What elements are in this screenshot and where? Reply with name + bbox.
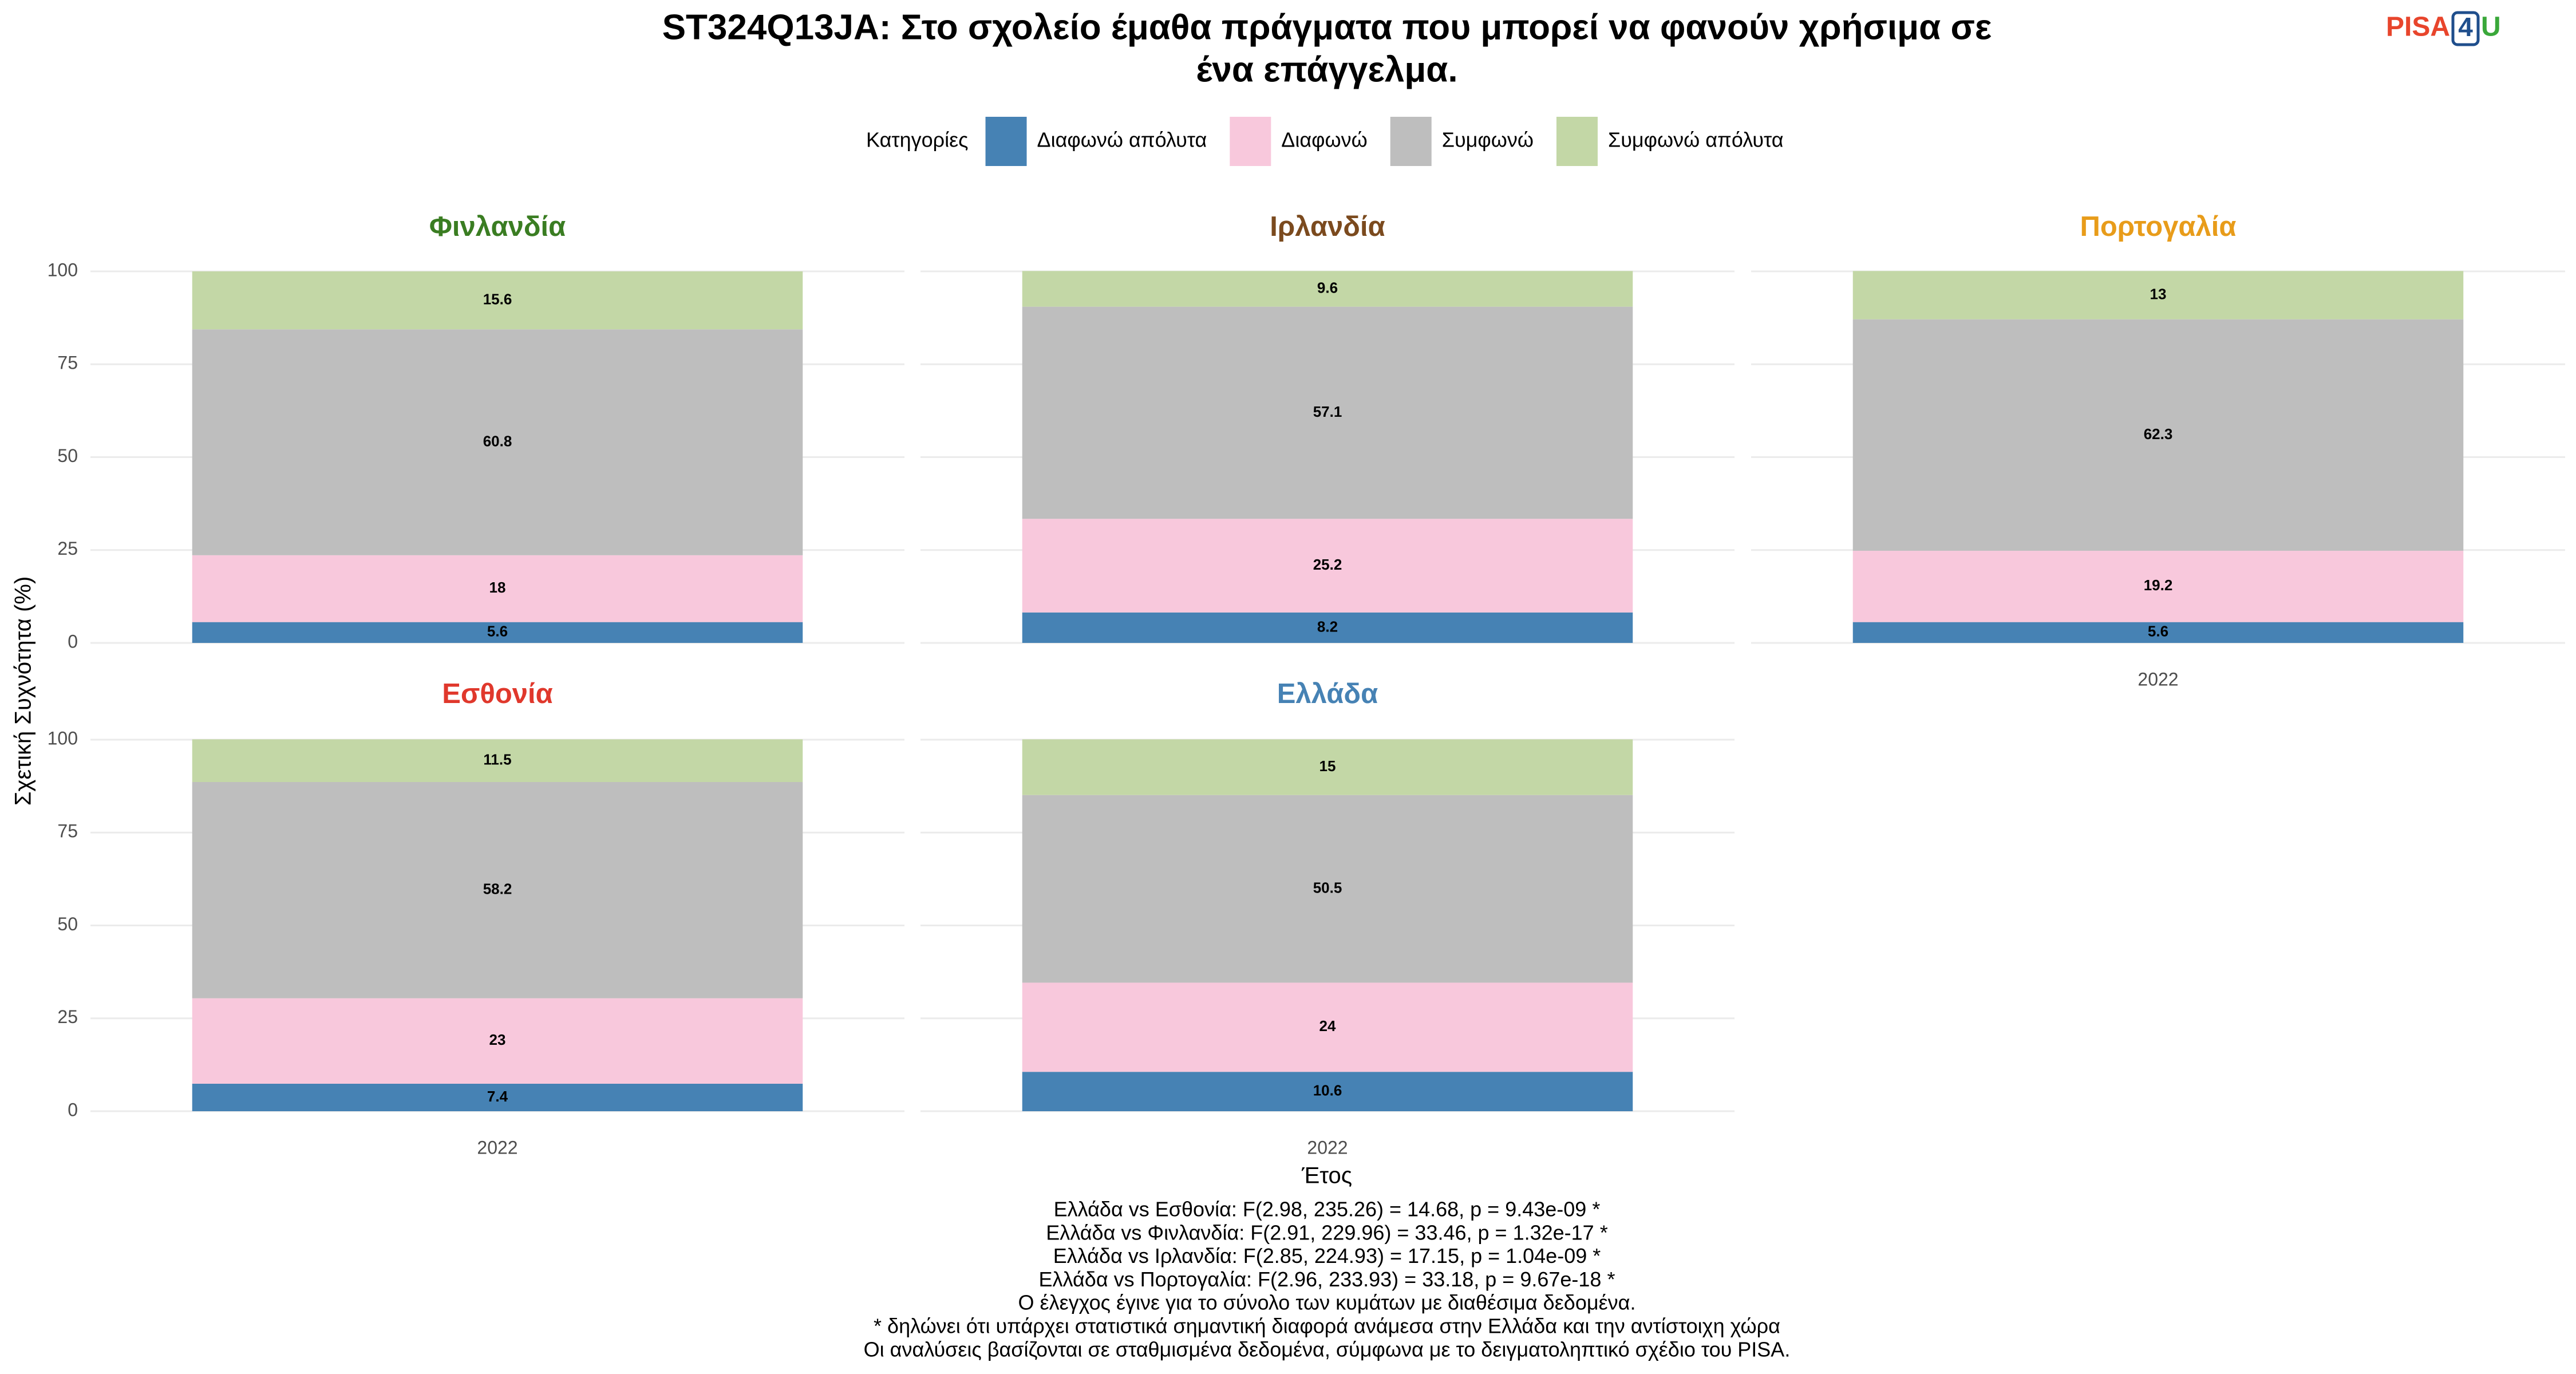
bar-segment <box>1022 306 1633 519</box>
data-label: 19.2 <box>2144 577 2173 594</box>
logo-text: PISA <box>2386 12 2450 42</box>
data-label: 62.3 <box>2144 425 2173 443</box>
data-label: 13 <box>2150 285 2167 302</box>
data-label: 8.2 <box>1317 618 1338 635</box>
y-tick-label: 25 <box>57 1006 78 1027</box>
bar-segment <box>1022 519 1633 613</box>
bar-segment <box>192 271 803 330</box>
y-tick-label: 75 <box>57 821 78 842</box>
logo-box <box>2451 11 2480 46</box>
bar-segment <box>1022 1072 1633 1111</box>
data-label: 11.5 <box>483 751 511 768</box>
x-tick-label: 2022 <box>1307 1137 1348 1158</box>
x-axis-label: Έτος <box>1301 1163 1352 1189</box>
chart-title: ένα επάγγελμα. <box>1196 50 1457 89</box>
note: Ελλάδα vs Φινλανδία: F(2.91, 229.96) = 3… <box>1046 1221 1607 1244</box>
y-tick-label: 75 <box>57 353 78 373</box>
legend-label: Διαφωνώ απόλυτα <box>1037 128 1207 152</box>
legend-title: Κατηγορίες <box>866 128 969 152</box>
note: Ελλάδα vs Εσθονία: F(2.98, 235.26) = 14.… <box>1054 1198 1601 1221</box>
bar-segment <box>192 622 803 643</box>
bar-segment <box>192 739 803 782</box>
bar-segment <box>192 1083 803 1111</box>
bar-segment <box>192 555 803 622</box>
bar-segment <box>1022 612 1633 643</box>
data-label: 60.8 <box>483 432 512 449</box>
bar-segment <box>1852 551 2464 622</box>
notes: Ελλάδα vs Εσθονία: F(2.98, 235.26) = 14.… <box>864 1198 1791 1361</box>
data-label: 50.5 <box>1313 879 1342 896</box>
data-label: 7.4 <box>487 1088 508 1105</box>
data-label: 24 <box>1319 1017 1336 1035</box>
panel-title: Εσθονία <box>442 678 553 709</box>
note: Ελλάδα vs Ιρλανδία: F(2.85, 224.93) = 17… <box>1053 1244 1601 1268</box>
bar-segment <box>1852 622 2464 643</box>
data-label: 15.6 <box>483 290 512 307</box>
legend-label: Συμφωνώ <box>1442 128 1534 152</box>
y-tick-label: 0 <box>68 1099 78 1120</box>
y-tick-label: 25 <box>57 538 78 559</box>
data-label: 23 <box>489 1031 506 1048</box>
x-tick-label: 2022 <box>2138 669 2178 689</box>
bar-segment <box>1022 739 1633 795</box>
bar-segment <box>192 998 803 1084</box>
legend-label: Συμφωνώ απόλυτα <box>1608 128 1784 152</box>
data-label: 57.1 <box>1313 403 1342 420</box>
bar-segment <box>192 329 803 555</box>
data-label: 5.6 <box>2148 623 2168 640</box>
data-label: 25.2 <box>1313 556 1342 573</box>
data-label: 9.6 <box>1317 279 1338 296</box>
y-tick-label: 100 <box>48 728 78 748</box>
panel-title: Πορτογαλία <box>2080 211 2236 242</box>
bar-segment <box>1852 271 2464 319</box>
bar-segment <box>1022 795 1633 983</box>
data-label: 58.2 <box>483 881 512 898</box>
x-tick-label: 2022 <box>477 1137 517 1158</box>
note: Οι αναλύσεις βασίζονται σε σταθμισμένα δ… <box>864 1337 1791 1361</box>
logo-text: U <box>2481 12 2501 42</box>
bar-segment <box>192 781 803 998</box>
panel-title: Φινλανδία <box>429 211 566 242</box>
note: Ο έλεγχος έγινε για το σύνολο των κυμάτω… <box>1018 1291 1636 1314</box>
y-tick-label: 50 <box>57 445 78 466</box>
y-tick-label: 100 <box>48 259 78 280</box>
data-label: 10.6 <box>1313 1081 1342 1099</box>
y-axis-label: Σχετική Συχνότητα (%) <box>11 577 36 806</box>
logo-text: 4 <box>2458 12 2473 42</box>
bar-segment <box>1852 319 2464 551</box>
note: Ελλάδα vs Πορτογαλία: F(2.96, 233.93) = … <box>1039 1268 1615 1291</box>
legend-label: Διαφωνώ <box>1281 128 1367 152</box>
panel-title: Ελλάδα <box>1277 678 1378 709</box>
y-tick-label: 0 <box>68 631 78 652</box>
chart-title: ST324Q13JA: Στο σχολείο έμαθα πράγματα π… <box>662 7 1992 47</box>
legend-key <box>1556 117 1598 166</box>
legend-key <box>1390 117 1432 166</box>
legend: Κατηγορίες Διαφωνώ απόλυτα Διαφωνώ Συμφωνώ Σ… <box>866 117 1784 166</box>
y-tick-label: 50 <box>57 914 78 934</box>
data-label: 18 <box>489 579 506 596</box>
note: * δηλώνει ότι υπάρχει στατιστικά σημαντι… <box>874 1314 1780 1338</box>
bar-segment <box>1022 271 1633 307</box>
data-label: 5.6 <box>487 623 508 640</box>
data-label: 15 <box>1319 757 1336 775</box>
panel-title: Ιρλανδία <box>1270 211 1385 242</box>
legend-key <box>985 117 1027 166</box>
bar-segment <box>1022 982 1633 1072</box>
legend-key <box>1230 117 1271 166</box>
